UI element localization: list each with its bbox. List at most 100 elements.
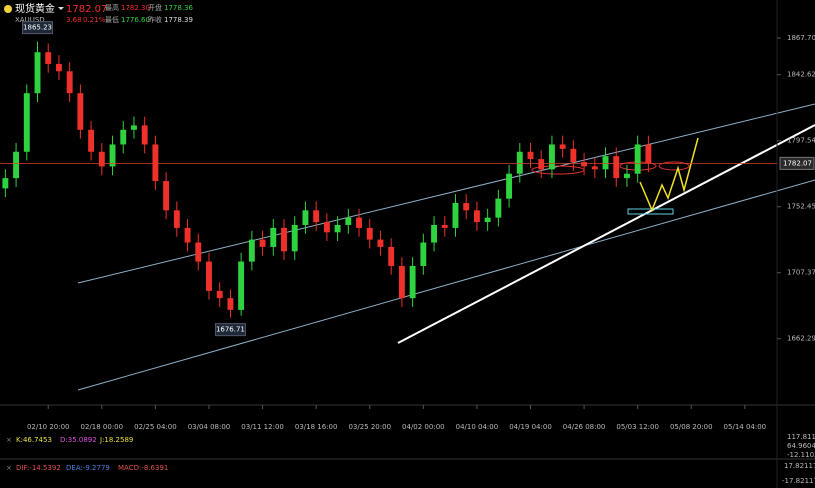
channel-lower [77,179,815,391]
candle-body [2,178,9,189]
candle-body [77,93,84,130]
x-tick-label: 02/18 00:00 [81,423,124,431]
kdj-j: J:18.2589 [99,436,133,444]
candle-body [484,217,491,223]
candle-body [291,224,298,252]
symbol-name[interactable]: 现货黄金 [15,2,55,15]
high: 1782.30 [121,4,150,12]
x-tick-label: 03/25 20:00 [348,423,391,431]
candle-body [377,239,384,247]
candle-body [463,203,470,211]
current-price-label: 1782.07 [783,159,812,167]
candle-body [55,63,62,72]
candle-body [248,239,255,262]
candle-body [516,151,523,174]
prev: 1778.39 [164,16,193,24]
macd-value: MACD:-8.6391 [118,464,168,472]
low-label: 最低 [105,15,119,24]
candle-body [570,148,577,163]
x-tick-label: 04/19 04:00 [509,423,552,431]
kdj-d: D:35.0892 [60,436,97,444]
candle-body [431,224,437,243]
dropdown-icon[interactable] [58,7,64,10]
candle-body [345,217,352,225]
candle-body [366,227,373,240]
high-label: 最高 [105,3,119,12]
candle-body [131,125,137,130]
candle-body [23,93,30,152]
candle-body [495,198,502,218]
candle-body [591,166,598,170]
candle-body [602,156,609,170]
extreme-label-box [22,21,54,35]
kdj-axis-label: 117.811 [787,433,815,441]
candle-body [559,144,566,149]
y-tick-label: 1842.62 [787,71,815,79]
x-tick-label: 03/11 12:00 [241,423,284,431]
candle-body [645,144,652,164]
candle-body [527,151,534,160]
candle-body [473,210,480,223]
extreme-label: 1676.71 [216,326,245,334]
candle-body [259,239,266,247]
candle-body [270,227,277,247]
extreme-label-box [214,323,246,337]
candle-body [388,246,395,266]
candle-body [548,144,555,170]
candle-body [420,242,427,266]
candle-body [88,129,95,152]
candle-body [323,222,330,233]
candle-body [281,227,287,252]
highlight-ellipse [658,161,690,171]
candle-body [152,144,159,182]
macd-axis-label: -17.82117 [782,477,815,485]
close-icon[interactable]: × [6,436,12,444]
y-tick-label: 1752.45 [787,203,815,211]
open-label: 开盘 [148,3,162,12]
y-tick-label: 1797.54 [787,137,815,145]
x-tick-label: 03/04 08:00 [188,423,231,431]
candle-body [356,217,362,228]
x-tick-label: 04/02 00:00 [402,423,445,431]
candle-body [634,144,641,174]
candle-body [452,203,459,228]
symbol-icon [4,5,12,13]
candle-body [624,173,630,179]
low: 1776.60 [121,16,150,24]
y-tick-label: 1707.37 [787,269,815,277]
candle-body [173,210,180,228]
kdj-axis-label: 64.9604 [787,442,815,450]
current-price-box [779,156,815,170]
x-tick-label: 04/26 08:00 [563,423,606,431]
candle-body [613,156,620,179]
highlight-box [627,208,674,215]
candle-body [34,52,41,94]
open: 1778.36 [164,4,193,12]
forecast-arrow [639,137,699,212]
prev-label: 昨收 [148,15,162,24]
x-tick-label: 04/10 04:00 [456,423,499,431]
candle-body [506,173,513,199]
candle-body [238,261,245,310]
x-tick-label: 03/18 16:00 [295,423,338,431]
extreme-label: 1865.23 [23,24,52,32]
candle-body [45,52,52,64]
change: 3.68 [66,16,82,24]
kdj-axis-label: -12.1102 [787,451,815,459]
x-tick-label: 05/03 12:00 [616,423,659,431]
close-icon[interactable]: × [6,464,12,472]
candle-body [66,71,73,94]
macd-axis-label: 17.82117 [784,462,815,470]
x-tick-label: 02/25 04:00 [134,423,177,431]
candle-body [538,159,545,170]
x-tick-label: 05/14 04:00 [724,423,767,431]
candle-body [216,290,223,299]
price: 1782.07 [66,4,107,15]
x-tick-label: 02/10 20:00 [27,423,70,431]
candle-body [98,151,105,167]
candle-body [195,242,202,262]
x-tick-label: 05/08 20:00 [670,423,713,431]
candle-body [227,298,234,310]
